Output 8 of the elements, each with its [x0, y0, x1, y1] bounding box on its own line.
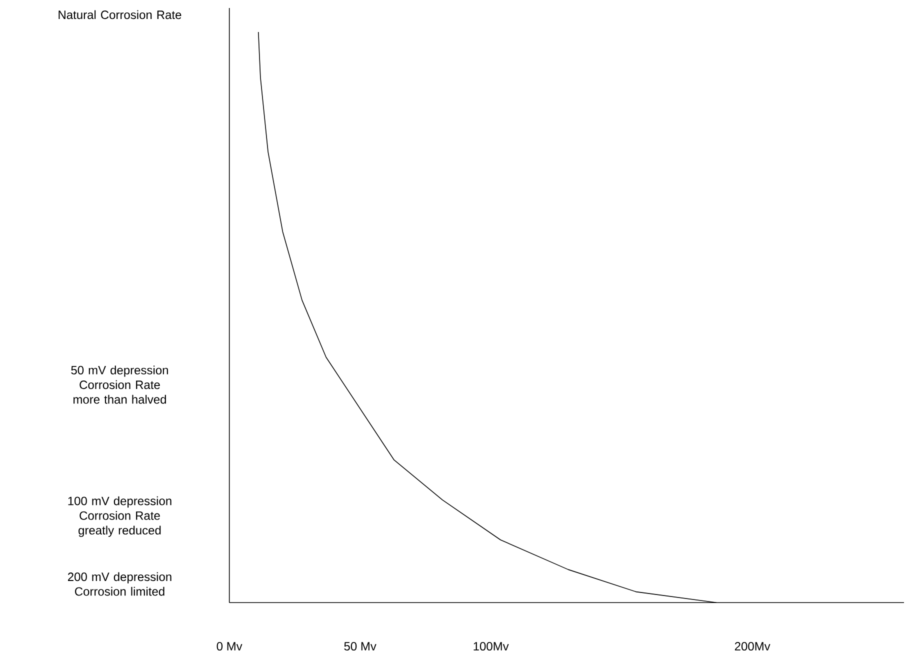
x-tick-label: 0 Mv — [216, 642, 242, 651]
x-tick-label: 50 Mv — [344, 642, 376, 651]
text: Natural Corrosion Rate — [58, 10, 182, 20]
text: 200 mV depression Corrosion limited — [68, 572, 172, 596]
x-tick-label: 100Mv — [474, 642, 509, 651]
text: 50 mV depression Corrosion Rate more than halved — [71, 366, 168, 404]
x-tick-label: 200Mv — [734, 642, 770, 651]
text: 100 mV depression Corrosion Rate greatly reduced — [68, 496, 172, 538]
